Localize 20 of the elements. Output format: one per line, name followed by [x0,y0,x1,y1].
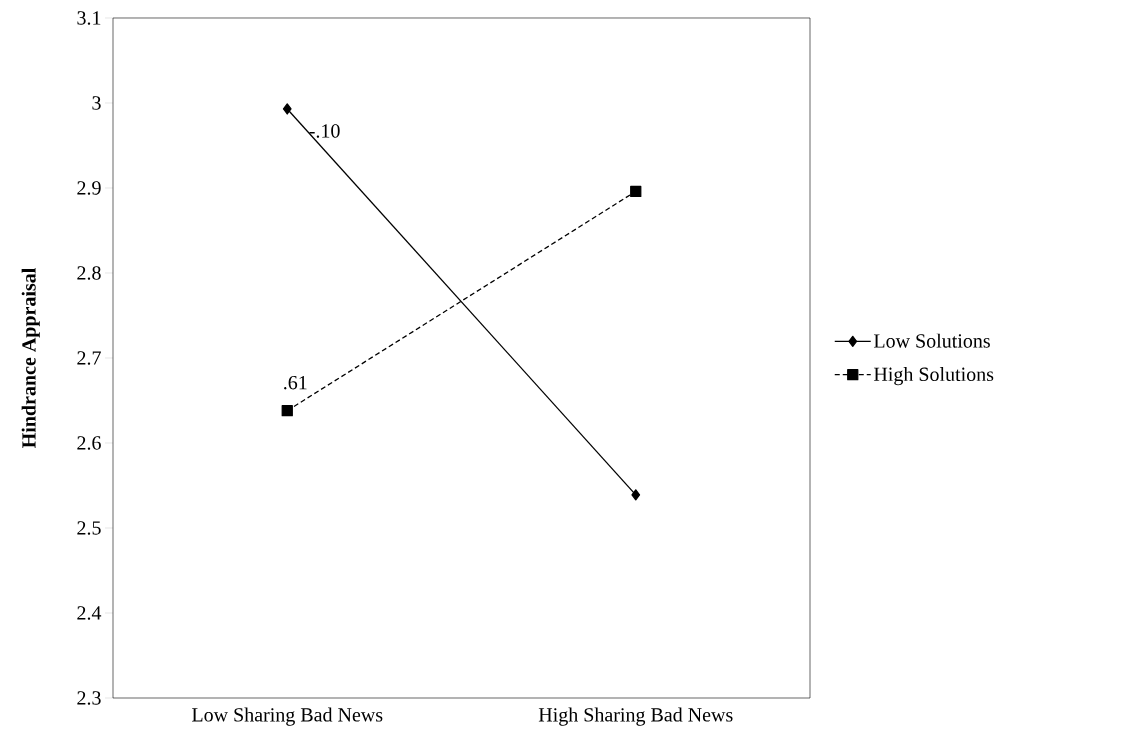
point [631,489,641,501]
y-tick-label: 2.8 [77,266,101,280]
legend-label: Low Solutions [873,333,990,348]
y-tick-label: 2.5 [77,521,101,535]
point [281,405,293,417]
y-tick-label: 2.4 [77,606,102,620]
annotation: .61 [284,375,307,390]
point [630,185,642,198]
legend-label: High Solutions [873,366,994,386]
y-tick-label: 2.6 [77,436,101,450]
y-tick-label: 2.3 [77,691,101,705]
x-tick-label: High Sharing Bad News [538,707,733,726]
y-tick-label: 2.9 [77,181,101,195]
y-tick-label: 3.1 [77,11,101,25]
x-tick-label: Low Sharing Bad News [192,707,383,726]
point [282,103,292,115]
y-tick-label: 3 [92,96,101,110]
y-axis-title: Hindrance Appraisal [21,268,40,448]
y-tick-label: 2.7 [77,351,101,365]
annotation: -.10 [309,124,340,138]
